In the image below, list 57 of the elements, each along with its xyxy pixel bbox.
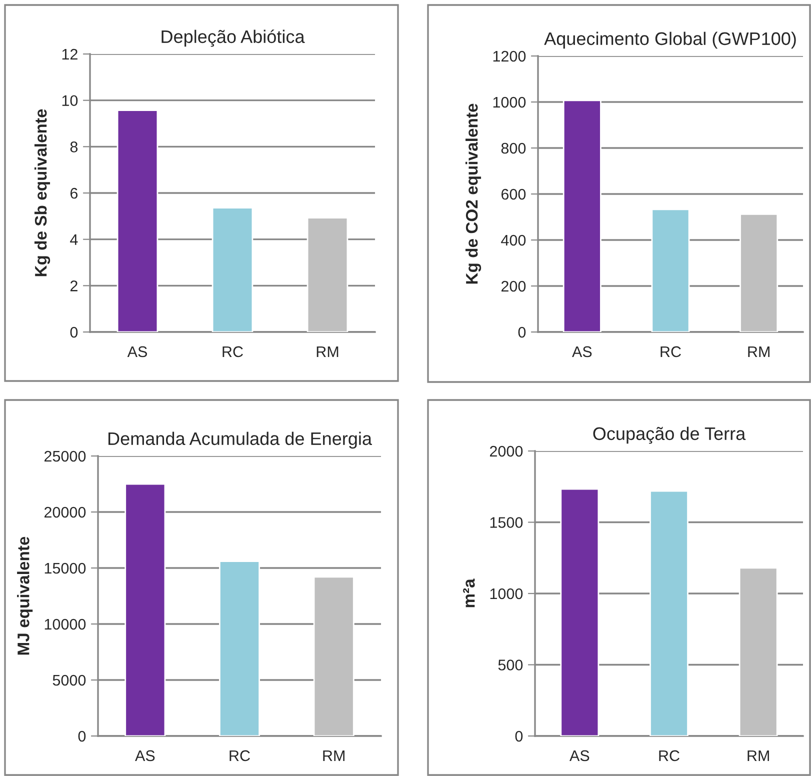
y-tick-label: 1000 (493, 96, 526, 108)
bar (218, 560, 260, 736)
chart-title: Demanda Acumulada de Energia (108, 432, 372, 449)
y-tick-label: 4 (70, 234, 78, 245)
y-tick-label: 8 (70, 142, 78, 152)
y-tick-label: 10000 (44, 618, 86, 630)
x-tick-label: AS (135, 750, 155, 762)
y-axis-title: MJ equivalente (17, 536, 33, 655)
y-tick-label: 1000 (490, 588, 523, 600)
y-tick-label: 0 (518, 326, 526, 338)
y-tick-label: 15000 (44, 562, 86, 574)
bar (212, 207, 254, 332)
bar (116, 110, 158, 332)
y-tick-label: 200 (501, 280, 526, 292)
x-tick-label: RM (323, 750, 344, 761)
chart-title: Depleção Abiótica (162, 30, 305, 47)
bar (651, 208, 690, 332)
x-tick-label: RC (659, 750, 680, 762)
x-tick-label: RM (748, 750, 769, 761)
y-axis-title: Kg de CO2 equivalente (465, 104, 482, 284)
x-tick-label: AS (127, 346, 147, 358)
x-tick-label: RC (660, 346, 681, 358)
y-tick-label: 2000 (490, 446, 523, 457)
y-tick-label: 0 (78, 730, 86, 742)
bar (560, 488, 600, 736)
y-tick-label: 600 (501, 188, 526, 200)
x-tick-label: RM (316, 346, 338, 357)
y-tick-label: 500 (498, 660, 523, 670)
x-tick-label: RC (230, 750, 250, 762)
bar (124, 483, 166, 736)
y-tick-label: 0 (515, 730, 523, 742)
x-tick-label: AS (572, 346, 592, 358)
y-tick-label: 1500 (490, 517, 523, 528)
x-tick-label: AS (570, 750, 590, 762)
bar (738, 567, 778, 736)
y-tick-label: 25000 (44, 450, 86, 462)
chart-title: Ocupação de Terra (593, 426, 746, 444)
bar (306, 217, 348, 332)
y-axis-title: m²a (463, 578, 475, 608)
y-tick-label: 0 (70, 326, 78, 338)
bar (650, 490, 688, 736)
chart-title: Aquecimento Global (GWP100) (544, 32, 796, 49)
y-axis-title: Kg de Sb equivalente (34, 109, 50, 276)
y-tick-label: 2 (70, 280, 78, 292)
y-tick-label: 1200 (493, 50, 526, 62)
y-tick-label: 20000 (44, 506, 86, 518)
x-tick-label: RM (748, 346, 770, 357)
y-tick-label: 10 (62, 95, 78, 106)
bar (740, 214, 778, 332)
y-tick-label: 6 (70, 188, 78, 199)
y-tick-label: 800 (501, 142, 526, 154)
bar (313, 576, 354, 736)
y-tick-label: 5000 (52, 674, 86, 686)
y-tick-label: 400 (501, 234, 526, 246)
y-tick-label: 12 (62, 48, 78, 60)
x-tick-label: RC (222, 346, 243, 358)
bar (562, 100, 602, 332)
